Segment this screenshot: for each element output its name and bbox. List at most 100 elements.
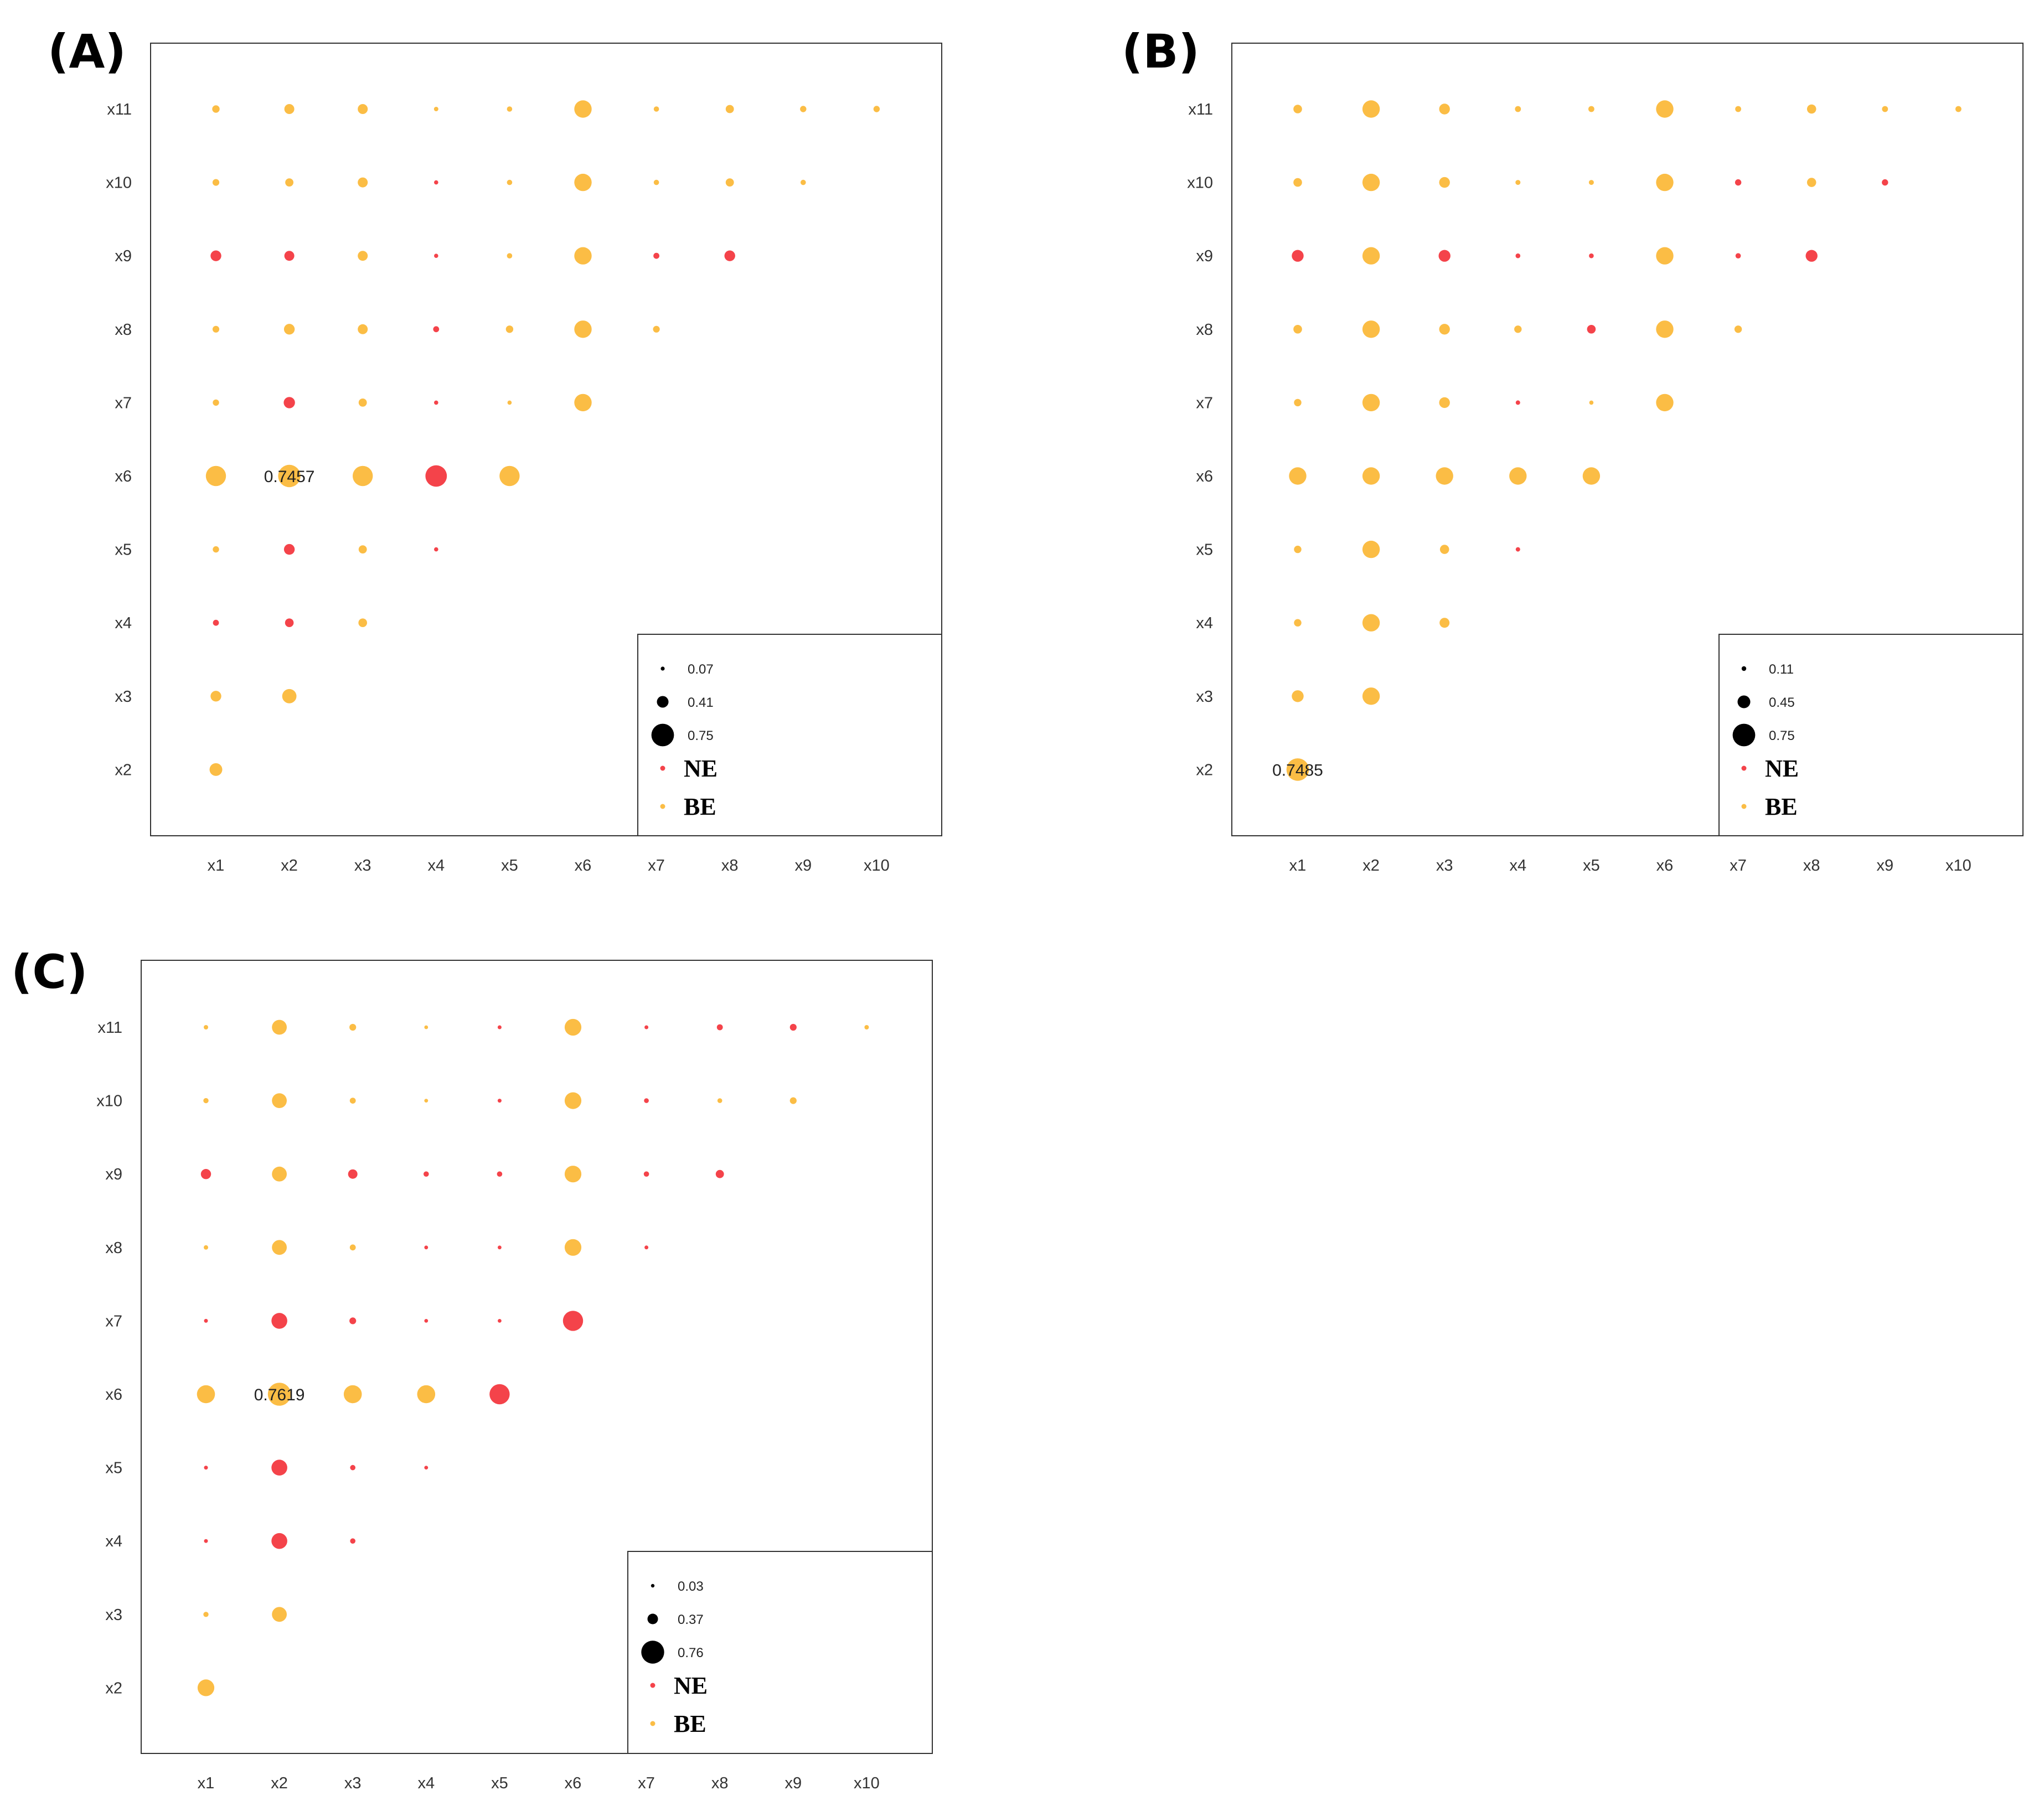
data-point-be [564, 1092, 582, 1109]
data-point-ne [497, 1171, 503, 1177]
legend-size-label: 0.37 [678, 1612, 704, 1627]
data-point-ne [434, 180, 438, 185]
data-point-ne [1805, 250, 1818, 262]
data-point-ne [643, 1171, 649, 1177]
x-tick-label: x8 [1803, 857, 1820, 875]
data-point-be [1656, 320, 1674, 338]
data-point-ne [497, 1099, 502, 1103]
data-point-be [349, 1244, 356, 1251]
y-tick-label: x3 [115, 688, 132, 706]
max-value-annotation: 0.7619 [254, 1386, 305, 1404]
x-tick-label: x7 [648, 857, 665, 875]
data-point-be [358, 324, 368, 334]
data-point-be [1294, 399, 1302, 407]
legend-type-label: NE [684, 755, 718, 782]
x-tick-label: x4 [417, 1774, 435, 1792]
data-point-ne [350, 1465, 355, 1471]
x-tick-label: x4 [427, 857, 445, 875]
data-point-be [283, 324, 295, 335]
data-point-be [1294, 545, 1302, 553]
legend-type-label: NE [674, 1672, 708, 1699]
data-point-ne [424, 1171, 429, 1177]
data-point-be [1439, 324, 1450, 335]
data-point-ne [210, 250, 221, 261]
data-point-be [424, 1099, 429, 1103]
data-point-ne [424, 1245, 429, 1250]
data-point-ne [348, 1169, 358, 1179]
y-tick-label: x9 [1196, 247, 1213, 265]
y-tick-label: x2 [115, 761, 132, 779]
data-point-be [1293, 178, 1302, 187]
x-tick-label: x1 [1289, 857, 1307, 875]
data-point-be [800, 106, 807, 112]
data-point-be [1362, 247, 1380, 265]
x-tick-label: x8 [721, 857, 739, 875]
data-point-be [1514, 325, 1522, 333]
data-point-be [272, 1020, 287, 1035]
x-tick-label: x10 [1945, 857, 1971, 875]
data-point-be [209, 763, 223, 776]
data-point-be [574, 394, 592, 412]
y-tick-label: x4 [1196, 614, 1213, 632]
data-point-be [507, 106, 513, 112]
data-point-ne [498, 1245, 502, 1250]
data-point-ne [271, 1460, 287, 1476]
legend-size-label: 0.76 [678, 1646, 704, 1660]
data-point-be [1294, 619, 1302, 627]
max-value-annotation: 0.7485 [1272, 761, 1323, 779]
data-point-ne [283, 544, 295, 555]
x-tick-label: x2 [271, 1774, 288, 1792]
data-point-be [358, 104, 368, 114]
data-point-be [349, 1098, 356, 1104]
data-point-be [574, 320, 592, 338]
legend-size-label: 0.11 [1769, 662, 1794, 677]
legend-size-dot [1732, 723, 1756, 747]
data-point-be [1515, 106, 1521, 112]
data-point-ne [434, 547, 438, 552]
data-point-be [358, 545, 367, 553]
y-tick-label: x4 [115, 614, 132, 632]
data-point-ne [644, 1098, 649, 1103]
data-point-be [1293, 325, 1302, 334]
legend-size-label: 0.75 [688, 728, 714, 743]
x-tick-label: x5 [1583, 857, 1600, 875]
data-point-be [1293, 105, 1302, 113]
data-point-be [204, 1245, 208, 1250]
data-point-be [1439, 618, 1450, 628]
legend-size-dot [651, 1584, 655, 1588]
data-point-be [1806, 178, 1816, 187]
data-point-be [653, 179, 659, 185]
x-tick-label: x5 [491, 1774, 508, 1792]
data-point-be [1882, 106, 1888, 112]
legend-type-label: BE [684, 793, 716, 820]
data-point-be [1735, 106, 1742, 112]
data-point-ne [204, 1466, 208, 1470]
y-tick-label: x5 [115, 541, 132, 559]
legend-type-dot-ne [660, 765, 665, 771]
data-point-be [212, 325, 220, 333]
y-tick-label: x8 [1196, 321, 1213, 339]
y-tick-label: x9 [105, 1166, 122, 1183]
legend-size-dot [641, 1641, 664, 1664]
data-point-ne [1292, 250, 1304, 262]
y-tick-label: x5 [105, 1460, 122, 1477]
y-tick-label: x6 [105, 1386, 122, 1404]
data-point-be [1439, 397, 1450, 408]
y-tick-label: x7 [1196, 394, 1213, 412]
data-point-be [343, 1385, 362, 1404]
data-point-ne [1515, 547, 1520, 552]
chart-panel-2: (B) x1 x2 x3 x4 x5 x6 x7 x8 x9 x10 x11 x10 x9 x8 x7 x6 x5… [1122, 24, 2024, 875]
data-point-ne [424, 1466, 429, 1470]
chart-panel-1: (A) x1 x2 x3 x4 x5 x6 x7 x8 x9 x10 x11 x10 x9 x8 x7 x6 x5… [48, 24, 942, 875]
data-point-ne [424, 1319, 429, 1323]
data-point-be [1292, 690, 1304, 702]
legend-size-dot [657, 696, 669, 708]
y-tick-label: x2 [1196, 761, 1213, 779]
legend-box [627, 1551, 933, 1754]
y-tick-label: x3 [1196, 688, 1213, 706]
y-tick-label: x10 [106, 174, 132, 192]
y-tick-label: x10 [96, 1093, 122, 1110]
data-point-be [1362, 614, 1380, 632]
data-point-be [1362, 320, 1380, 338]
data-point-ne [1735, 253, 1741, 259]
